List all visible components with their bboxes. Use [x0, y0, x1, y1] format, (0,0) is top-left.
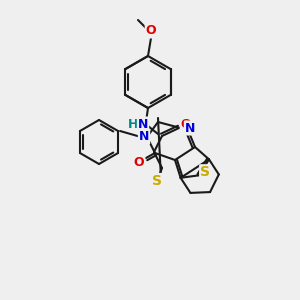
Text: N: N [185, 122, 195, 134]
Text: H: H [128, 118, 138, 130]
Text: S: S [152, 174, 162, 188]
Text: O: O [134, 157, 144, 169]
Text: O: O [146, 25, 156, 38]
Text: N: N [138, 118, 148, 130]
Text: S: S [200, 165, 210, 179]
Text: O: O [181, 118, 191, 130]
Text: N: N [139, 130, 149, 143]
